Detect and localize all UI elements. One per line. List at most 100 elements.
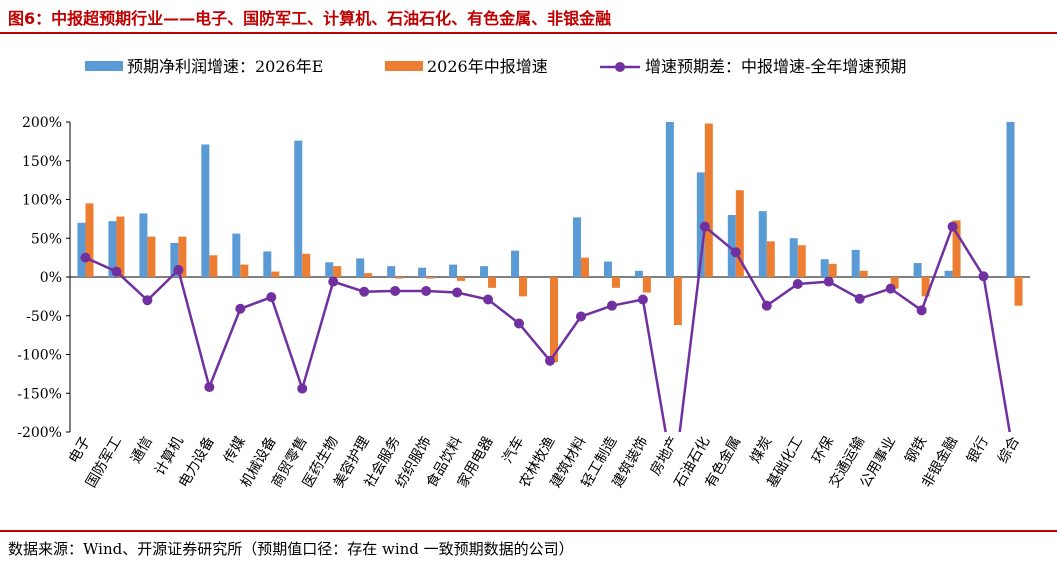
bar-midyear-growth (302, 253, 311, 277)
bar-midyear-growth (457, 277, 466, 281)
line-point-growth-difference (204, 382, 215, 393)
x-tick-label: 银行 (964, 434, 992, 466)
line-point-growth-difference (111, 266, 122, 277)
source-note: 数据来源：Wind、开源证券研究所（预期值口径：存在 wind 一致预期数据的公… (8, 540, 574, 558)
bar-midyear-growth (797, 245, 806, 277)
bar-full-year-forecast (418, 267, 427, 277)
line-point-growth-difference (606, 300, 617, 311)
bar-full-year-forecast (77, 222, 86, 277)
bar-midyear-growth (519, 277, 528, 297)
line-point-growth-difference (730, 247, 741, 258)
bar-full-year-forecast (820, 259, 829, 277)
bar-midyear-growth (611, 277, 620, 288)
bar-full-year-forecast (727, 215, 736, 277)
bar-full-year-forecast (325, 262, 334, 277)
legend-label-difference: 增速预期差：中报增速-全年增速预期 (645, 57, 906, 76)
bar-full-year-forecast (634, 270, 643, 277)
line-point-growth-difference (452, 287, 463, 298)
bar-midyear-growth (735, 190, 744, 277)
legend-label-full-year: 预期净利润增速：2026年E (127, 57, 323, 76)
bar-full-year-forecast (170, 242, 179, 277)
bar-full-year-forecast (789, 238, 798, 277)
bar-midyear-growth (673, 277, 682, 326)
bar-midyear-growth (85, 203, 94, 277)
bar-midyear-growth (952, 220, 961, 277)
x-tick-label: 汽车 (499, 434, 528, 467)
legend-label-midyear: 2026年中报增速 (427, 57, 548, 76)
x-tick-label: 综合 (995, 434, 1023, 466)
bar-midyear-growth (890, 277, 899, 289)
bar-midyear-growth (921, 277, 930, 297)
y-tick-label: -150% (17, 386, 62, 402)
bar-midyear-growth (240, 264, 249, 277)
line-point-growth-difference (80, 252, 91, 263)
bar-midyear-growth (550, 277, 558, 363)
line-point-growth-difference (637, 294, 648, 305)
bar-full-year-forecast (851, 249, 860, 277)
x-tick-label: 煤炭 (747, 434, 775, 466)
line-point-growth-difference (142, 295, 153, 306)
bar-full-year-forecast (387, 266, 396, 277)
bar-full-year-forecast (1006, 122, 1015, 277)
bar-midyear-growth (364, 273, 373, 277)
line-point-growth-difference (947, 221, 958, 232)
line-point-growth-difference (173, 265, 184, 276)
bar-midyear-growth (766, 241, 775, 277)
x-tick-label: 传媒 (221, 434, 249, 466)
line-point-growth-difference (854, 293, 865, 304)
bar-full-year-forecast (913, 263, 922, 277)
y-tick-label: -50% (26, 309, 62, 325)
x-tick-label: 钢铁 (902, 434, 930, 466)
line-point-growth-difference (297, 383, 308, 394)
bar-full-year-forecast (480, 266, 489, 277)
y-tick-label: 150% (22, 154, 62, 170)
title-rule (0, 32, 1057, 34)
bar-midyear-growth (333, 266, 342, 277)
y-tick-label: -100% (17, 348, 62, 364)
bar-full-year-forecast (356, 258, 365, 277)
y-tick-label: 100% (22, 193, 62, 209)
line-point-growth-difference (390, 285, 401, 296)
line-point-growth-difference (699, 221, 710, 232)
y-tick-label: 50% (31, 231, 62, 247)
bar-midyear-growth (580, 257, 589, 277)
y-tick-label: -200% (17, 425, 62, 441)
bar-full-year-forecast (449, 264, 458, 277)
line-point-growth-difference (328, 276, 339, 287)
bar-midyear-growth (426, 277, 435, 279)
x-tick-label: 电子 (66, 434, 94, 466)
bar-midyear-growth (178, 236, 187, 277)
line-point-growth-difference (575, 311, 586, 322)
bar-full-year-forecast (108, 221, 117, 277)
bar-midyear-growth (1014, 277, 1023, 306)
legend-swatch-full-year (85, 61, 123, 71)
bar-midyear-growth (859, 270, 868, 277)
legend-swatch-midyear (385, 61, 423, 71)
bar-full-year-forecast (139, 213, 148, 277)
bar-midyear-growth (704, 123, 713, 277)
line-point-growth-difference (421, 285, 432, 296)
chart-title: 图6：中报超预期行业——电子、国防军工、计算机、石油石化、有色金属、非银金融 (8, 9, 612, 28)
line-point-growth-difference (483, 294, 494, 305)
combo-chart: -200%-150%-100%-50%0%50%100%150%200%电子国防… (17, 57, 1030, 490)
bar-midyear-growth (147, 236, 156, 277)
line-point-growth-difference (916, 305, 927, 316)
line-point-growth-difference (792, 278, 803, 289)
bar-full-year-forecast (572, 217, 581, 277)
bar-full-year-forecast (511, 250, 520, 277)
line-point-growth-difference (823, 276, 834, 287)
y-tick-label: 0% (40, 270, 62, 286)
x-tick-label: 环保 (809, 434, 837, 466)
line-point-growth-difference (266, 292, 277, 303)
bar-midyear-growth (271, 271, 280, 277)
line-point-growth-difference (359, 286, 370, 297)
bar-full-year-forecast (665, 122, 674, 277)
line-point-growth-difference (514, 318, 525, 329)
source-rule (0, 530, 1057, 532)
bar-midyear-growth (828, 263, 837, 277)
legend-marker-difference (615, 62, 625, 72)
bar-full-year-forecast (263, 251, 272, 277)
y-tick-label: 200% (22, 115, 62, 131)
bar-full-year-forecast (232, 233, 241, 277)
bar-full-year-forecast (201, 144, 210, 277)
